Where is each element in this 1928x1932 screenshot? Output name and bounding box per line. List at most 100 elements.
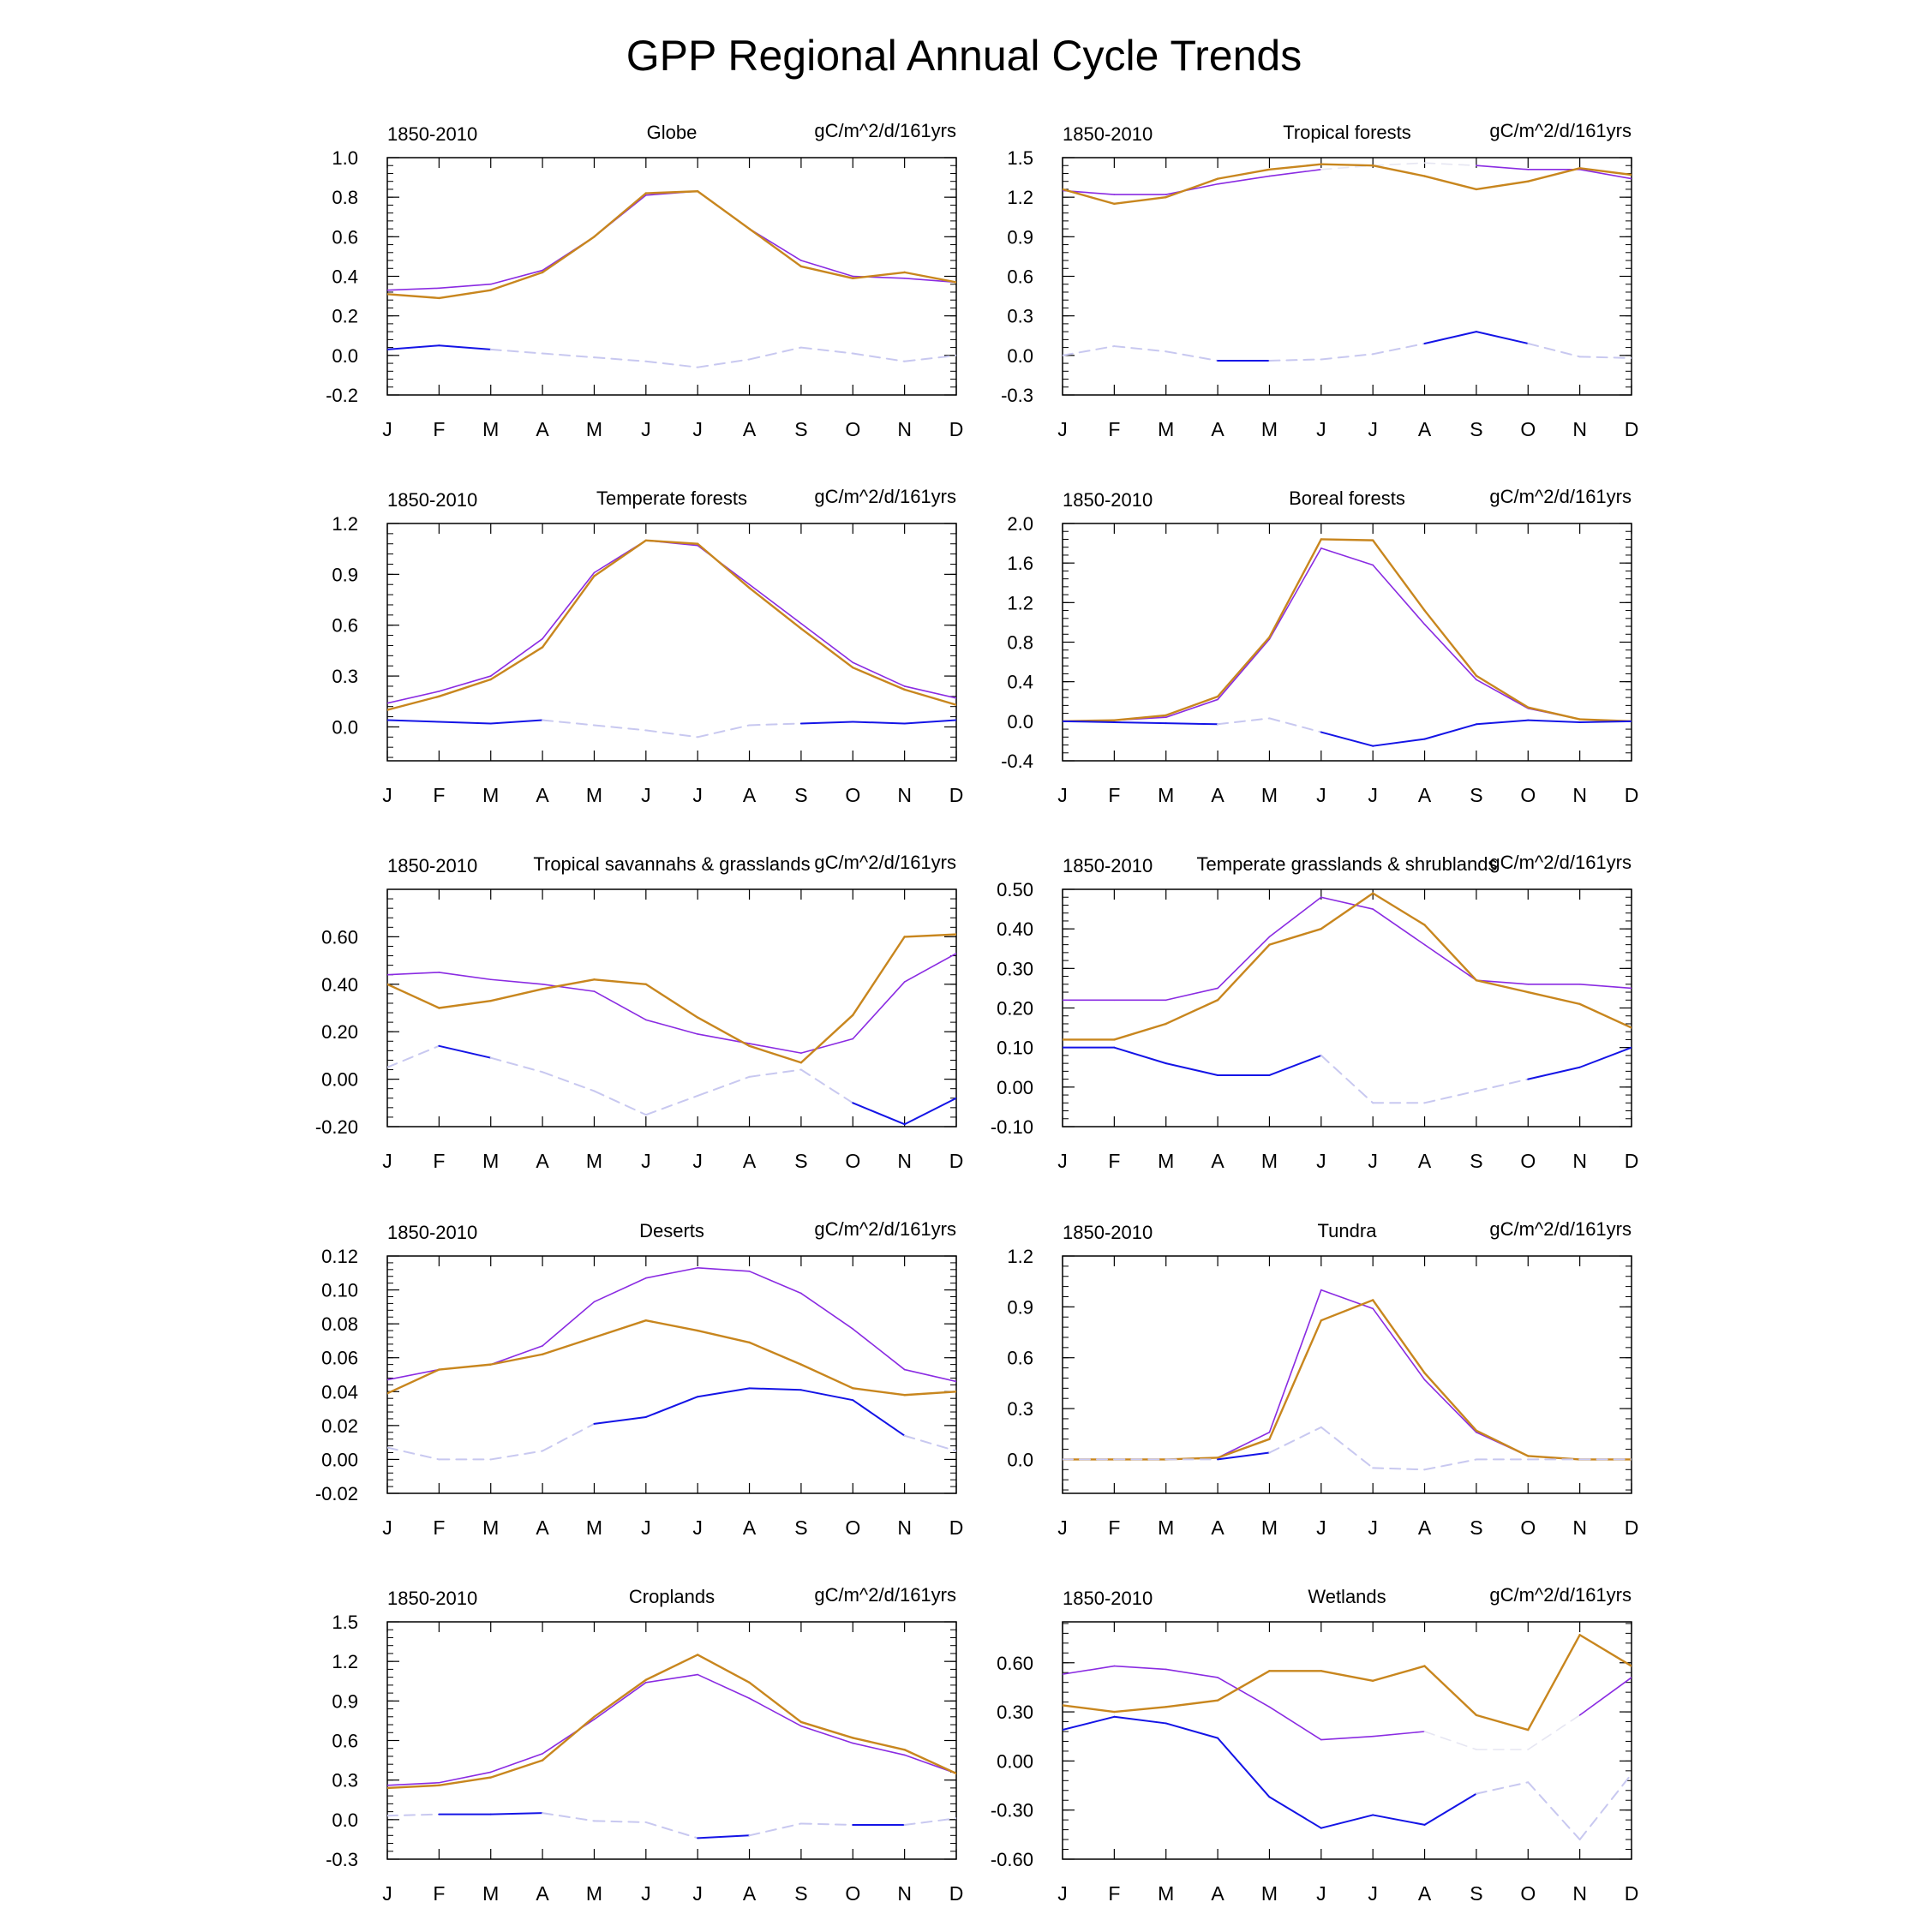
x-tick-label: N	[1572, 1882, 1587, 1905]
x-tick-label: M	[482, 784, 499, 806]
series-purple-segment	[852, 981, 906, 1040]
series-blue-segment	[697, 1834, 751, 1839]
series-purple-segment	[645, 1673, 698, 1684]
series-orange-segment	[1268, 1319, 1323, 1440]
series-purple-segment	[1268, 896, 1322, 938]
series-orange-segment	[1578, 1002, 1632, 1029]
series-orange-segment	[1371, 892, 1426, 926]
y-tick-label: 0.6	[332, 615, 358, 637]
series-purple-segment	[1165, 987, 1218, 1002]
y-tick-label: -0.2	[326, 385, 358, 406]
series-group	[387, 933, 956, 1126]
y-tick-label: -0.4	[1001, 751, 1033, 772]
series-blue-segment	[799, 721, 854, 725]
y-tick-label: 0.9	[332, 564, 358, 585]
x-tick-label: A	[1418, 1516, 1432, 1539]
y-tick-label: -0.3	[1001, 385, 1033, 406]
series-orange-segment	[1475, 674, 1530, 709]
series-purple-segment	[1372, 908, 1426, 946]
series-orange-segment	[799, 1720, 854, 1739]
series-blue-segment	[1217, 717, 1271, 726]
series-orange-segment	[748, 1044, 803, 1064]
y-tick-label: 1.2	[1007, 1246, 1033, 1267]
series-purple-segment	[1320, 547, 1374, 566]
series-orange-segment	[387, 1368, 440, 1395]
series-orange-segment	[696, 542, 751, 589]
series-blue-segment	[1063, 1715, 1116, 1732]
series-blue-segment	[387, 1813, 440, 1817]
panel-units-label: gC/m^2/d/161yrs	[814, 1584, 956, 1606]
series-purple-segment	[1217, 638, 1271, 701]
x-tick-label: J	[1316, 1150, 1326, 1172]
series-orange-segment	[1113, 1022, 1167, 1041]
y-tick-label: 0.40	[997, 918, 1033, 940]
series-purple-segment	[1268, 169, 1322, 177]
figure-title: GPP Regional Annual Cycle Trends	[626, 32, 1302, 80]
x-tick-label: N	[897, 1150, 912, 1172]
series-blue-segment	[1578, 1773, 1632, 1841]
y-tick-label: 0.00	[321, 1069, 358, 1091]
series-purple-segment	[1320, 896, 1374, 910]
series-purple-segment	[748, 1697, 802, 1727]
x-tick-label: N	[897, 784, 912, 806]
series-orange-segment	[387, 293, 440, 300]
x-tick-label: O	[845, 1516, 860, 1539]
y-tick-label: 0.10	[321, 1280, 358, 1301]
panel-units-label: gC/m^2/d/161yrs	[814, 120, 956, 141]
panel-title: Deserts	[639, 1220, 704, 1241]
series-blue-segment	[1475, 1781, 1530, 1795]
panel-period-label: 1850-2010	[387, 1588, 477, 1609]
series-orange-segment	[1320, 892, 1374, 930]
x-tick-label: M	[1261, 1882, 1278, 1905]
series-orange-segment	[1423, 609, 1478, 677]
series-blue-segment	[1165, 350, 1219, 362]
y-tick-label: 0.0	[1007, 711, 1033, 733]
x-tick-label: O	[1520, 1150, 1536, 1172]
series-blue-segment	[852, 1102, 906, 1126]
x-tick-label: M	[1261, 1150, 1278, 1172]
panel-0: J F M A M J J A S O N D -0.2 0.0 0.2 0.4 0.6 0.8 1.0 1850-2…	[326, 120, 963, 440]
series-purple-segment	[1113, 1665, 1167, 1671]
series-orange-segment	[799, 627, 854, 669]
series-purple-segment	[1423, 1379, 1477, 1433]
series-blue-segment	[1268, 717, 1322, 733]
x-tick-label: F	[433, 784, 445, 806]
x-tick-label: D	[949, 418, 964, 440]
x-tick-label: F	[1108, 1150, 1120, 1172]
series-purple-segment	[1320, 1289, 1374, 1310]
x-tick-label: J	[692, 418, 703, 440]
x-tick-label: A	[536, 1882, 549, 1905]
series-purple-segment	[1476, 979, 1530, 985]
series-purple-segment	[1217, 175, 1271, 185]
y-tick-label: 1.2	[332, 513, 358, 535]
x-tick-label: J	[382, 784, 392, 806]
y-tick-label: 0.60	[997, 1653, 1033, 1674]
panel-period-label: 1850-2010	[1063, 123, 1153, 145]
y-tick-label: 0.20	[997, 998, 1033, 1020]
series-purple-segment	[1423, 623, 1477, 681]
series-blue-segment	[644, 1821, 699, 1839]
series-orange-segment	[852, 666, 906, 691]
plot-frame	[386, 523, 957, 762]
series-orange-segment	[799, 265, 854, 280]
series-blue-segment	[1268, 1426, 1322, 1454]
series-purple-segment	[1423, 943, 1477, 981]
x-tick-label: D	[949, 1516, 964, 1539]
x-tick-label: S	[1470, 1516, 1482, 1539]
y-tick-label: 0.8	[1007, 632, 1033, 654]
series-orange-segment	[696, 1654, 751, 1684]
y-tick-label: 0.0	[332, 345, 358, 367]
x-tick-label: M	[482, 1150, 499, 1172]
x-tick-label: M	[482, 1516, 499, 1539]
series-purple-segment	[387, 972, 440, 976]
panel-units-label: gC/m^2/d/161yrs	[1489, 120, 1632, 141]
series-orange-segment	[696, 190, 751, 230]
y-tick-label: 1.2	[1007, 187, 1033, 208]
series-blue-segment	[1063, 345, 1116, 356]
panel-title: Tropical savannahs & grasslands	[533, 853, 810, 875]
x-tick-label: N	[897, 1516, 912, 1539]
x-tick-label: S	[1470, 784, 1482, 806]
panel-7: J F M A M J J A S O N D 0.0 0.3 0.6 0.9 1.2 1850-2010 Tund…	[1007, 1218, 1638, 1539]
x-tick-label: D	[1625, 1516, 1639, 1539]
x-tick-label: A	[743, 418, 757, 440]
